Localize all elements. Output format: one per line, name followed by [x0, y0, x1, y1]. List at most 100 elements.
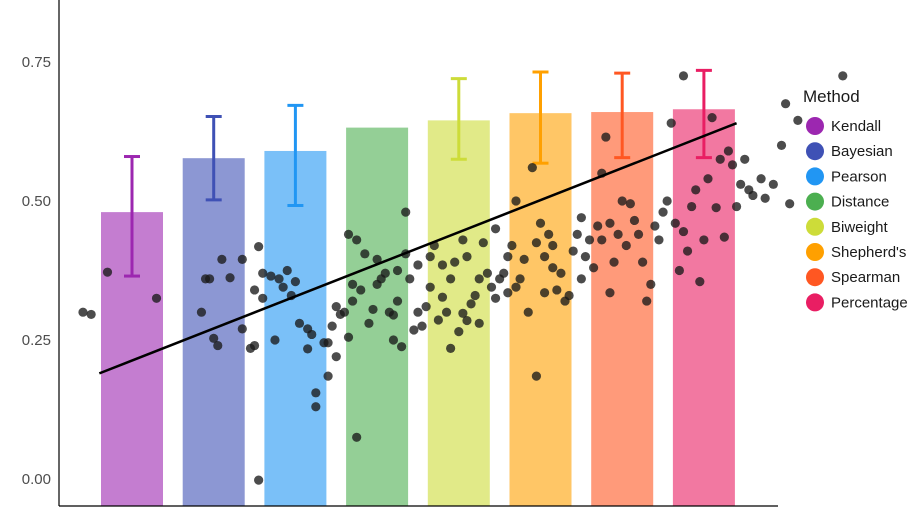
data-point: [86, 309, 96, 320]
data-point: [482, 268, 492, 278]
data-point: [270, 335, 280, 345]
data-point: [352, 432, 362, 442]
data-point: [486, 282, 497, 292]
data-point: [323, 371, 333, 381]
legend-swatch: [806, 142, 824, 161]
data-point: [633, 229, 644, 239]
data-point: [691, 185, 701, 195]
data-point: [421, 302, 431, 312]
data-point: [703, 174, 713, 184]
data-point: [368, 304, 378, 315]
data-point: [785, 199, 795, 209]
legend-swatch: [806, 293, 824, 312]
data-point: [356, 285, 366, 295]
data-point: [343, 332, 354, 342]
data-point: [625, 199, 635, 209]
data-point: [617, 196, 627, 206]
data-point: [531, 238, 542, 248]
data-point: [474, 274, 484, 284]
error-bars-layer: [124, 68, 712, 278]
data-point: [458, 308, 468, 318]
data-point: [564, 290, 574, 301]
data-point: [548, 263, 558, 273]
data-point: [413, 307, 423, 317]
data-point: [760, 193, 770, 203]
legend-label: Biweight: [831, 219, 889, 236]
data-point: [511, 196, 521, 206]
data-point: [450, 257, 460, 267]
data-point: [274, 274, 284, 284]
data-point: [670, 218, 680, 228]
error-bar-percentage: [695, 68, 712, 160]
y-tick-label: 0.50: [22, 193, 51, 210]
data-point: [707, 113, 717, 123]
error-bar-pearson: [287, 103, 304, 207]
data-point: [678, 71, 689, 81]
data-point: [748, 190, 758, 201]
data-point: [605, 218, 615, 228]
data-point: [249, 340, 260, 351]
data-point: [740, 154, 750, 164]
data-point: [646, 279, 656, 289]
error-bar-bayesian: [205, 114, 222, 202]
error-bar-shepherds: [532, 70, 549, 165]
legend-swatch: [806, 217, 824, 236]
bar-pearson: [264, 150, 327, 506]
data-point: [544, 229, 554, 239]
data-point: [499, 268, 509, 278]
data-point: [446, 274, 456, 284]
legend-label: Kendall: [831, 118, 881, 135]
data-point: [768, 179, 778, 189]
data-point: [282, 265, 292, 276]
data-point: [372, 254, 382, 264]
data-point: [290, 277, 300, 287]
data-point: [658, 207, 668, 217]
data-point: [347, 296, 358, 306]
data-point: [397, 342, 407, 352]
data-point: [294, 318, 305, 328]
data-point: [462, 252, 472, 262]
data-point: [515, 274, 525, 284]
data-point: [417, 321, 427, 331]
data-point: [258, 268, 268, 278]
data-point: [556, 268, 566, 278]
data-point: [548, 240, 558, 251]
data-point: [278, 282, 288, 292]
data-point: [662, 196, 672, 206]
data-point: [196, 307, 207, 317]
data-point: [237, 324, 247, 334]
data-point: [462, 315, 472, 326]
legend: Method Kendall Bayesian Pearson Distance Biw…: [803, 87, 908, 312]
data-point: [151, 293, 162, 303]
data-point: [360, 249, 370, 259]
data-point: [523, 307, 533, 317]
data-point: [213, 340, 223, 351]
data-point: [446, 343, 456, 353]
data-point: [535, 218, 546, 228]
data-point: [454, 327, 464, 337]
data-point: [478, 238, 488, 248]
legend-swatch: [806, 167, 824, 186]
data-point: [205, 274, 215, 284]
data-point: [466, 299, 476, 309]
data-point: [781, 99, 791, 109]
legend-swatch: [806, 243, 824, 261]
data-point: [593, 221, 603, 231]
data-point: [225, 273, 235, 283]
data-point: [642, 296, 652, 306]
data-point: [731, 201, 742, 212]
data-point: [503, 288, 513, 298]
legend-label: Pearson: [831, 168, 887, 185]
data-point: [249, 285, 260, 295]
data-point: [209, 333, 219, 343]
data-point: [719, 232, 729, 242]
data-point: [519, 254, 529, 264]
trend-line: [98, 121, 738, 375]
data-point: [666, 118, 676, 128]
data-point: [388, 310, 399, 320]
trend-line-layer: [98, 121, 738, 375]
bar-bayesian: [182, 158, 245, 507]
data-point: [503, 252, 513, 262]
data-point: [609, 257, 619, 267]
data-point: [638, 257, 648, 267]
